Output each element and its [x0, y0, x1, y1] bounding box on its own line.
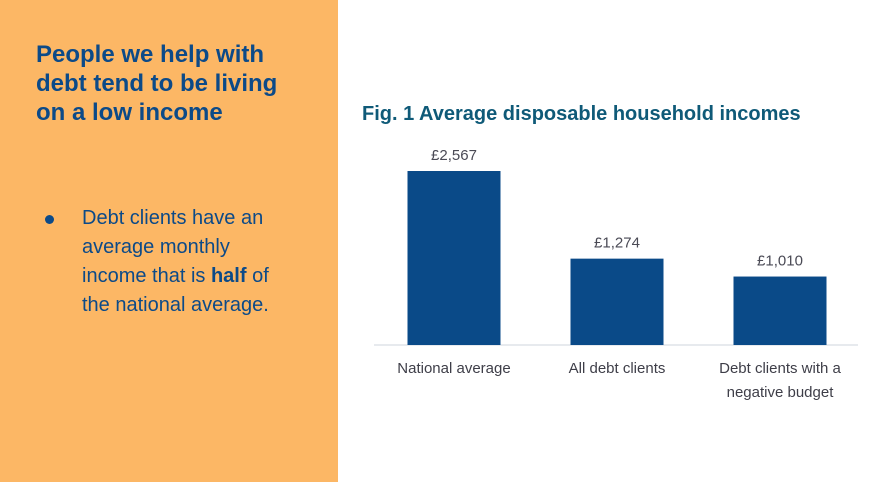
- bars-group: [407, 171, 827, 345]
- bar: [733, 276, 827, 345]
- category-label: National average: [397, 360, 510, 377]
- bullet-text: Debt clients have an average monthly inc…: [82, 204, 295, 320]
- chart-title: Fig. 1 Average disposable household inco…: [362, 103, 801, 125]
- value-label: £2,567: [431, 147, 477, 164]
- bullet-item: Debt clients have an average monthly inc…: [45, 204, 295, 320]
- bullet-dot-icon: [45, 215, 54, 224]
- headline: People we help with debt tend to be livi…: [36, 41, 278, 126]
- category-label: negative budget: [727, 384, 835, 401]
- bullet-text-start: Debt clients have an average monthly inc…: [82, 207, 264, 287]
- bullet-list: Debt clients have an average monthly inc…: [45, 204, 295, 320]
- value-label: £1,274: [594, 235, 640, 252]
- info-panel: People we help with debt tend to be livi…: [0, 0, 338, 482]
- bar-chart: £2,567 £1,274 £1,010 National average All d…: [374, 147, 858, 401]
- bar: [407, 171, 501, 345]
- value-label: £1,010: [757, 253, 803, 270]
- bar: [570, 258, 664, 345]
- category-label: Debt clients with a: [719, 360, 841, 377]
- category-label: All debt clients: [569, 360, 666, 377]
- category-labels-group: National average All debt clients Debt cli…: [397, 360, 841, 401]
- bullet-text-emphasis: half: [210, 265, 247, 287]
- bullet-text-end: of the national average.: [82, 265, 269, 316]
- value-labels-group: £2,567 £1,274 £1,010: [431, 147, 803, 270]
